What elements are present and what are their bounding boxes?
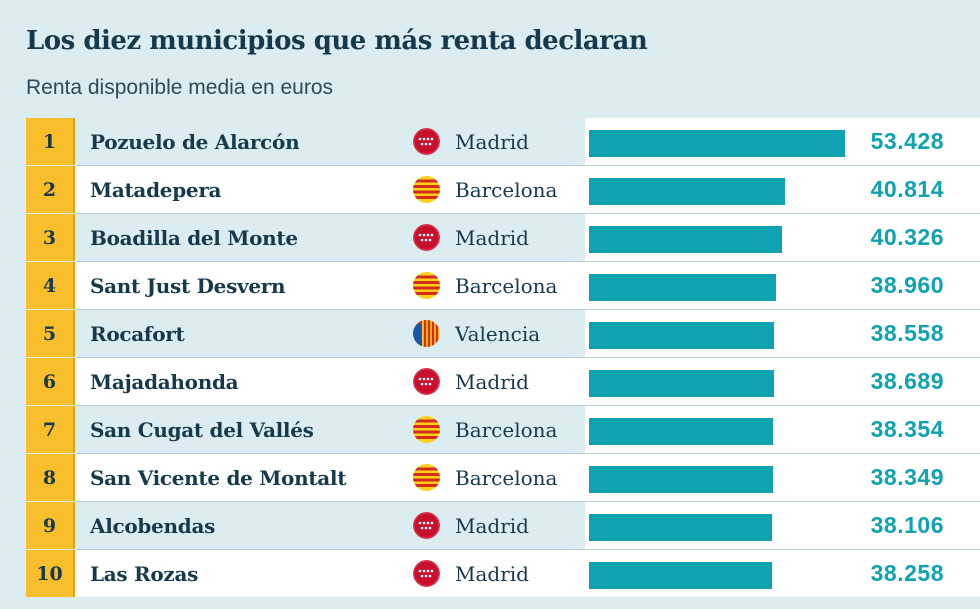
province-name: Madrid	[455, 513, 529, 538]
value-bar	[589, 370, 774, 397]
province-name: Valencia	[455, 321, 541, 346]
table-row: 1 Pozuelo de Alarcón Madrid 53.428	[26, 118, 980, 165]
rank-number: 2	[26, 166, 75, 213]
madrid-flag-icon	[413, 128, 440, 155]
province-name: Barcelona	[455, 273, 558, 298]
rank-number: 9	[26, 502, 75, 549]
rank-number: 6	[26, 358, 75, 405]
value-bar	[589, 466, 773, 493]
value-label: 38.354	[870, 416, 944, 442]
value-label: 38.960	[870, 272, 944, 298]
madrid-flag-icon	[413, 512, 440, 539]
value-bar	[589, 226, 782, 253]
row-divider	[75, 501, 980, 502]
value-label: 38.558	[870, 320, 944, 346]
value-bar	[589, 178, 785, 205]
value-bar	[589, 274, 776, 301]
province-name: Madrid	[455, 225, 529, 250]
value-label: 38.106	[870, 512, 944, 538]
value-bar	[589, 514, 772, 541]
value-bar	[589, 418, 773, 445]
chart-title: Los diez municipios que más renta declar…	[26, 26, 648, 56]
municipality-name: Rocafort	[90, 321, 185, 346]
table-row: 7 San Cugat del Vallés Barcelona 38.354	[26, 406, 980, 453]
ranking-table: 1 Pozuelo de Alarcón Madrid 53.428 2 Matadepe…	[26, 118, 980, 598]
bar-cell: 38.106	[585, 502, 980, 549]
row-divider	[75, 261, 980, 262]
madrid-flag-icon	[413, 560, 440, 587]
table-row: 2 Matadepera Barcelona 40.814	[26, 166, 980, 213]
row-divider	[75, 357, 980, 358]
municipality-name: Las Rozas	[90, 561, 199, 586]
value-label: 38.349	[870, 464, 944, 490]
catalonia-flag-icon	[413, 416, 440, 443]
rank-number: 4	[26, 262, 75, 309]
value-label: 38.258	[870, 560, 944, 586]
municipality-name: Boadilla del Monte	[90, 225, 298, 250]
table-row: 6 Majadahonda Madrid 38.689	[26, 358, 980, 405]
province-name: Barcelona	[455, 417, 558, 442]
value-label: 38.689	[870, 368, 944, 394]
table-row: 10 Las Rozas Madrid 38.258	[26, 550, 980, 597]
bar-cell: 53.428	[585, 118, 980, 165]
madrid-flag-icon	[413, 368, 440, 395]
bar-cell: 40.326	[585, 214, 980, 261]
row-divider	[75, 165, 980, 166]
municipality-name: Pozuelo de Alarcón	[90, 129, 300, 154]
province-name: Madrid	[455, 561, 529, 586]
value-label: 40.326	[870, 224, 944, 250]
table-row: 5 Rocafort Valencia 38.558	[26, 310, 980, 357]
rank-number: 8	[26, 454, 75, 501]
catalonia-flag-icon	[413, 272, 440, 299]
bar-cell: 38.258	[585, 550, 980, 597]
table-row: 3 Boadilla del Monte Madrid 40.326	[26, 214, 980, 261]
province-name: Barcelona	[455, 177, 558, 202]
table-row: 4 Sant Just Desvern Barcelona 38.960	[26, 262, 980, 309]
rank-number: 10	[26, 550, 75, 597]
rank-number: 7	[26, 406, 75, 453]
valencia-flag-icon	[413, 320, 440, 347]
bar-cell: 38.349	[585, 454, 980, 501]
rank-number: 5	[26, 310, 75, 357]
province-name: Madrid	[455, 129, 529, 154]
bar-cell: 38.689	[585, 358, 980, 405]
municipality-name: Alcobendas	[90, 513, 216, 538]
row-divider	[75, 549, 980, 550]
value-bar	[589, 322, 774, 349]
bar-cell: 38.960	[585, 262, 980, 309]
table-row: 8 San Vicente de Montalt Barcelona 38.349	[26, 454, 980, 501]
value-bar	[589, 562, 772, 589]
municipality-name: Majadahonda	[90, 369, 239, 394]
row-divider	[75, 453, 980, 454]
table-row: 9 Alcobendas Madrid 38.106	[26, 502, 980, 549]
municipality-name: San Vicente de Montalt	[90, 465, 347, 490]
province-name: Barcelona	[455, 465, 558, 490]
value-label: 53.428	[870, 128, 944, 154]
rank-number: 1	[26, 118, 75, 165]
bar-cell: 38.354	[585, 406, 980, 453]
catalonia-flag-icon	[413, 464, 440, 491]
madrid-flag-icon	[413, 224, 440, 251]
bar-cell: 40.814	[585, 166, 980, 213]
rank-number: 3	[26, 214, 75, 261]
municipality-name: San Cugat del Vallés	[90, 417, 314, 442]
province-name: Madrid	[455, 369, 529, 394]
value-bar	[589, 130, 845, 157]
bar-cell: 38.558	[585, 310, 980, 357]
row-divider	[75, 405, 980, 406]
catalonia-flag-icon	[413, 176, 440, 203]
row-divider	[75, 213, 980, 214]
value-label: 40.814	[870, 176, 944, 202]
chart-subtitle: Renta disponible media en euros	[26, 76, 334, 99]
municipality-name: Sant Just Desvern	[90, 273, 286, 298]
municipality-name: Matadepera	[90, 177, 222, 202]
row-divider	[75, 309, 980, 310]
